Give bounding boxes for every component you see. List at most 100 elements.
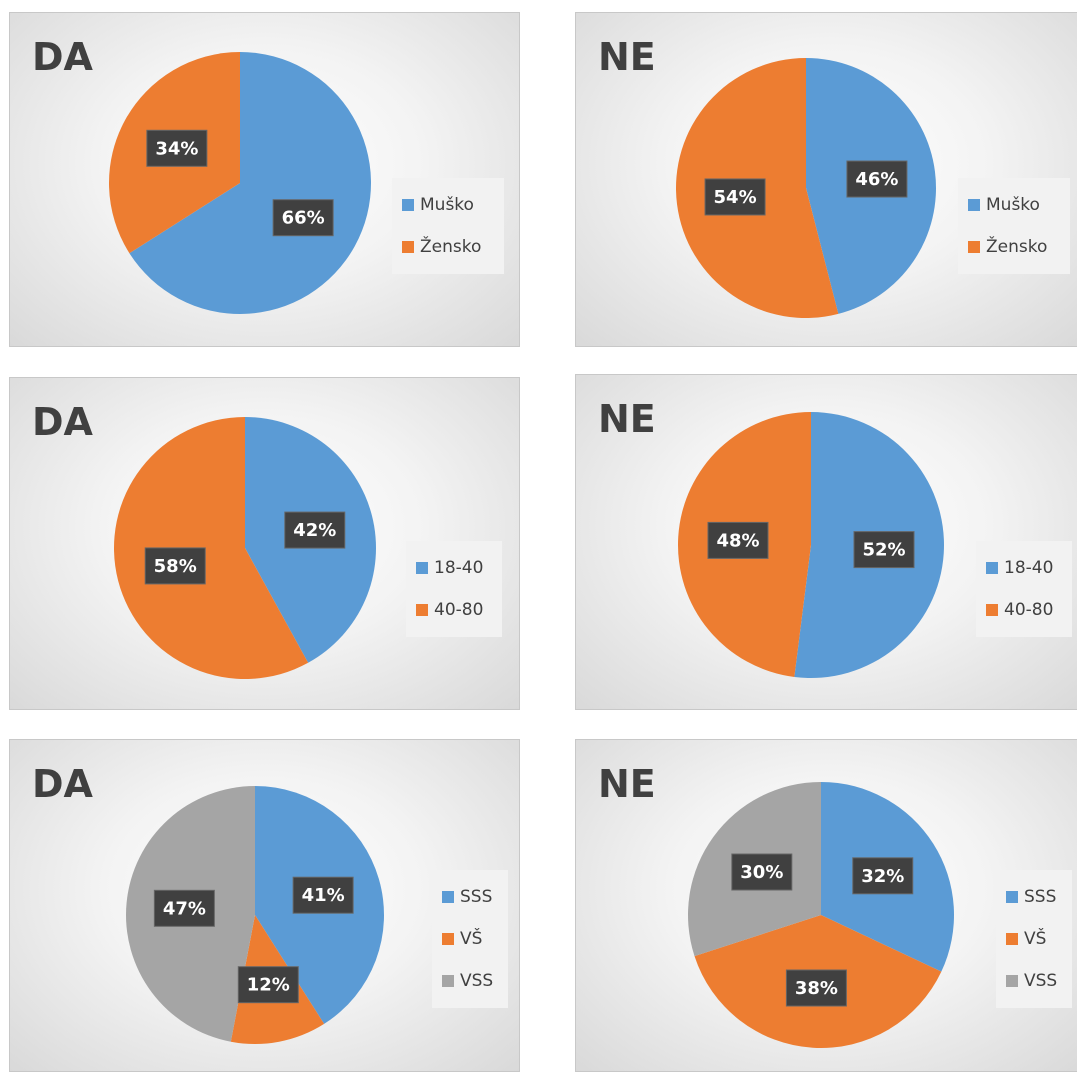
pie-slice-40-80 (113, 417, 309, 679)
legend-swatch (402, 199, 414, 211)
chart-legend: SSS VŠ VSS (432, 870, 508, 1008)
data-label-box (284, 511, 346, 549)
data-label-box (852, 857, 914, 895)
legend-swatch (442, 891, 454, 903)
legend-item-vss: VSS (442, 960, 498, 1002)
legend-label: VSS (1024, 971, 1058, 991)
legend-item-zensko: Žensko (968, 226, 1060, 268)
legend-swatch (442, 933, 454, 945)
legend-label: 18-40 (434, 558, 484, 578)
legend-swatch (442, 975, 454, 987)
chart-title: NE (598, 35, 656, 79)
legend-item-musko: Muško (402, 184, 494, 226)
data-label-box (144, 547, 206, 585)
legend-item-musko: Muško (968, 184, 1060, 226)
legend-label: VŠ (1024, 929, 1047, 949)
legend-label: 40-80 (1004, 600, 1054, 620)
legend-swatch (1006, 891, 1018, 903)
chart-title: DA (32, 35, 93, 79)
data-label-musko: 66% (272, 199, 334, 237)
chart-panel-age-ne: NE 52% 48% 18-40 40-80 (575, 374, 1077, 710)
legend-item-sss: SSS (442, 876, 498, 918)
pie-slice-musko (129, 52, 372, 315)
data-label-box (853, 531, 915, 569)
legend-item-vs: VŠ (1006, 918, 1062, 960)
data-label-40-80: 58% (144, 547, 206, 585)
legend-label: Muško (420, 195, 474, 215)
data-label-box (704, 178, 766, 216)
legend-item-vss: VSS (1006, 960, 1062, 1002)
pie-chart: 46% 54% (676, 58, 936, 319)
data-label-text: 30% (740, 862, 783, 883)
data-label-sss: 32% (852, 857, 914, 895)
data-label-box (785, 969, 847, 1007)
data-label-musko: 46% (846, 160, 908, 198)
data-label-text: 38% (795, 978, 838, 999)
legend-label: SSS (1024, 887, 1057, 907)
data-label-text: 41% (302, 885, 345, 906)
data-label-text: 66% (282, 208, 325, 229)
legend-swatch (402, 241, 414, 253)
data-label-text: 58% (154, 556, 197, 577)
data-label-18-40: 52% (853, 531, 915, 569)
data-label-text: 47% (163, 898, 206, 919)
chart-title: NE (598, 762, 656, 806)
legend-swatch (1006, 933, 1018, 945)
data-label-40-80: 48% (707, 521, 769, 559)
chart-title: DA (32, 762, 93, 806)
legend-label: 18-40 (1004, 558, 1054, 578)
legend-label: SSS (460, 887, 493, 907)
legend-item-40-80: 40-80 (416, 589, 492, 631)
data-label-vs: 38% (785, 969, 847, 1007)
data-label-text: 42% (293, 520, 336, 541)
data-label-18-40: 42% (284, 511, 346, 549)
data-label-vss: 47% (153, 889, 215, 927)
legend-item-vs: VŠ (442, 918, 498, 960)
data-label-text: 32% (861, 866, 904, 887)
legend-item-18-40: 18-40 (416, 547, 492, 589)
data-label-box (731, 853, 793, 891)
pie-chart: 32% 38% 30% (688, 782, 954, 1048)
legend-label: VŠ (460, 929, 483, 949)
legend-label: Žensko (420, 237, 482, 257)
legend-swatch (416, 604, 428, 616)
chart-legend: Muško Žensko (392, 178, 504, 274)
legend-label: VSS (460, 971, 494, 991)
chart-panel-education-da: DA 41% 12% 47% SSS VŠ VSS (9, 739, 520, 1072)
chart-panel-gender-ne: NE 46% 54% Muško Žensko (575, 12, 1077, 347)
data-label-box (846, 160, 908, 198)
data-label-text: 54% (714, 187, 757, 208)
data-label-vss: 30% (731, 853, 793, 891)
legend-label: Muško (986, 195, 1040, 215)
data-label-sss: 41% (292, 876, 354, 914)
legend-label: Žensko (986, 237, 1048, 257)
data-label-vs: 12% (237, 966, 299, 1004)
legend-label: 40-80 (434, 600, 484, 620)
chart-legend: Muško Žensko (958, 178, 1070, 274)
pie-chart: 41% 12% 47% (126, 786, 384, 1044)
chart-panel-gender-da: DA 66% 34% Muško Žensko (9, 12, 520, 347)
chart-legend: 18-40 40-80 (976, 541, 1072, 637)
legend-item-sss: SSS (1006, 876, 1062, 918)
chart-legend: SSS VŠ VSS (996, 870, 1072, 1008)
data-label-box (237, 966, 299, 1004)
chart-panel-age-da: DA 42% 58% 18-40 40-80 (9, 377, 520, 710)
pie-chart: 66% 34% (109, 52, 372, 315)
chart-title: DA (32, 400, 93, 444)
chart-legend: 18-40 40-80 (406, 541, 502, 637)
pie-chart: 42% 58% (113, 417, 376, 679)
legend-item-18-40: 18-40 (986, 547, 1062, 589)
legend-swatch (968, 241, 980, 253)
legend-swatch (416, 562, 428, 574)
data-label-text: 46% (855, 169, 898, 190)
data-label-box (146, 129, 208, 167)
data-label-zensko: 34% (146, 129, 208, 167)
chart-panel-education-ne: NE 32% 38% 30% SSS VŠ VSS (575, 739, 1077, 1072)
legend-item-zensko: Žensko (402, 226, 494, 268)
data-label-text: 52% (862, 540, 905, 561)
data-label-box (153, 889, 215, 927)
chart-title: NE (598, 397, 656, 441)
pie-chart: 52% 48% (677, 412, 944, 678)
legend-swatch (1006, 975, 1018, 987)
data-label-box (292, 876, 354, 914)
